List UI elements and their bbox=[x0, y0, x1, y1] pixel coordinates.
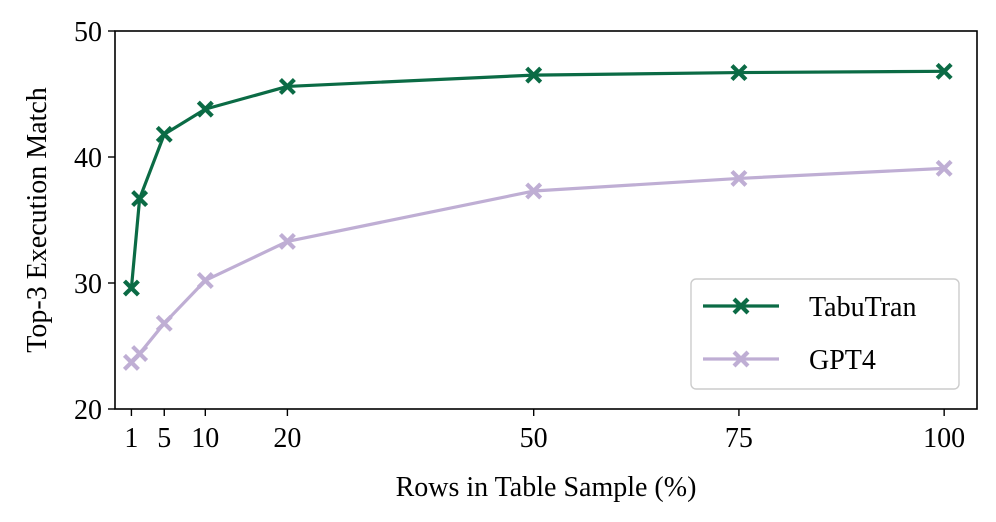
data-point bbox=[278, 232, 296, 250]
plot-area bbox=[114, 30, 978, 410]
data-point bbox=[525, 66, 543, 84]
y-tick-label: 20 bbox=[74, 395, 102, 426]
plot-frame bbox=[114, 30, 978, 410]
data-point bbox=[122, 279, 140, 297]
x-tick-label: 5 bbox=[157, 423, 171, 454]
y-tick-label: 30 bbox=[74, 269, 102, 300]
y-axis-label: Top-3 Execution Match bbox=[22, 87, 53, 353]
data-point bbox=[730, 64, 748, 82]
legend-label: GPT4 bbox=[809, 345, 876, 376]
data-point bbox=[525, 182, 543, 200]
x-tick-label: 75 bbox=[725, 423, 753, 454]
x-tick-label: 100 bbox=[923, 423, 965, 454]
y-tick-label: 50 bbox=[74, 17, 102, 48]
x-axis-label: Rows in Table Sample (%) bbox=[396, 472, 697, 503]
data-point bbox=[131, 345, 149, 363]
data-point bbox=[935, 159, 953, 177]
data-point bbox=[730, 169, 748, 187]
data-point bbox=[278, 77, 296, 95]
series-tabutran bbox=[122, 62, 953, 297]
data-point bbox=[155, 125, 173, 143]
x-tick-label: 10 bbox=[191, 423, 219, 454]
y-axis: 20 30 40 50 bbox=[74, 17, 115, 426]
data-point bbox=[935, 62, 953, 80]
x-tick-label: 50 bbox=[520, 423, 548, 454]
legend-label: TabuTran bbox=[809, 292, 916, 323]
x-tick-label: 20 bbox=[273, 423, 301, 454]
x-axis: 1 5 10 20 50 75 100 bbox=[124, 409, 965, 454]
data-point bbox=[196, 100, 214, 118]
data-point bbox=[196, 272, 214, 289]
series-layer bbox=[122, 62, 953, 371]
legend-marker bbox=[732, 297, 750, 315]
legend-item: GPT4 bbox=[703, 345, 876, 376]
data-point bbox=[155, 314, 173, 332]
x-tick-label: 1 bbox=[124, 423, 138, 454]
legend-item: TabuTran bbox=[703, 292, 916, 323]
series-line bbox=[129, 69, 945, 289]
legend: TabuTran GPT4 bbox=[690, 278, 960, 390]
legend-marker bbox=[732, 350, 750, 368]
data-point bbox=[131, 190, 149, 208]
series-gpt4 bbox=[122, 159, 953, 371]
y-tick-label: 40 bbox=[74, 143, 102, 174]
